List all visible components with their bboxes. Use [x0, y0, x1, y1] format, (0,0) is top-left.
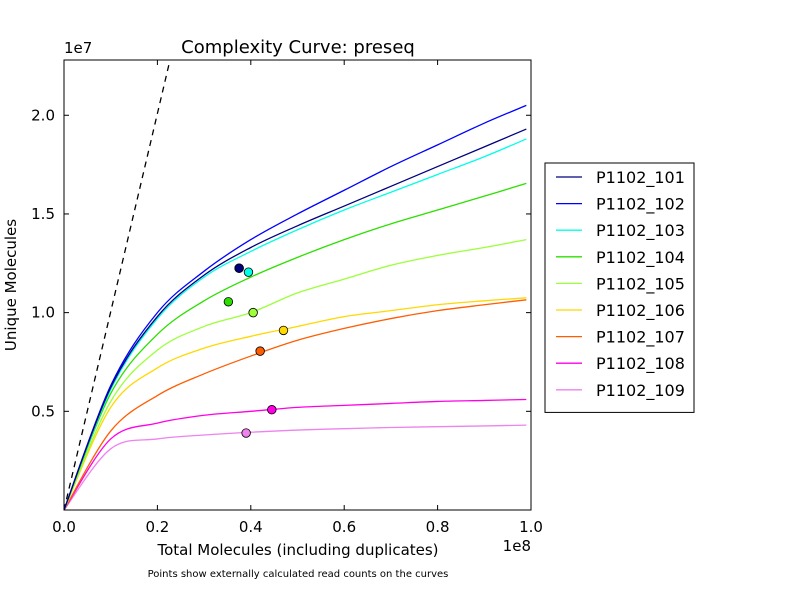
legend-label: P1102_103 — [596, 221, 685, 241]
legend-label: P1102_104 — [596, 248, 685, 268]
series-line-p1102_105 — [64, 238, 527, 510]
footnote: Points show externally calculated read c… — [148, 569, 449, 580]
data-point-p1102_104 — [223, 297, 234, 307]
series-line-p1102_109 — [64, 424, 527, 510]
y-axis-label: Unique Molecules — [2, 219, 20, 351]
legend-label: P1102_106 — [596, 301, 685, 321]
chart-title: Complexity Curve: preseq — [181, 37, 415, 58]
series-line-p1102_107 — [64, 299, 527, 510]
y-tick-label: 1.0 — [31, 304, 55, 322]
series-line-p1102_101 — [64, 128, 527, 510]
data-point-p1102_103 — [243, 267, 254, 277]
y-axis-multiplier: 1e7 — [64, 39, 92, 57]
axis-ticks: 0.0 0.2 0.4 0.6 0.8 1.0 0.5 1.0 1.5 2.0 — [31, 60, 543, 536]
x-tick-label: 1.0 — [519, 518, 543, 536]
x-tick-label: 0.6 — [332, 518, 356, 536]
legend-label: P1102_101 — [596, 168, 685, 188]
legend-label: P1102_108 — [596, 354, 685, 374]
series-line-p1102_102 — [64, 104, 527, 510]
x-tick-label: 0.0 — [52, 518, 76, 536]
series-line-p1102_104 — [64, 182, 527, 510]
series-line-p1102_106 — [64, 297, 527, 510]
series-line-p1102_108 — [64, 398, 527, 510]
data-point-p1102_107 — [255, 346, 265, 356]
x-tick-label: 0.2 — [145, 518, 169, 536]
legend-box — [544, 162, 695, 413]
x-tick-label: 0.8 — [426, 518, 450, 536]
legend-label: P1102_109 — [596, 381, 685, 401]
data-point-p1102_101 — [234, 263, 244, 273]
legend-label: P1102_102 — [596, 195, 685, 215]
series-line-p1102_103 — [64, 138, 527, 510]
data-point-p1102_105 — [248, 307, 258, 318]
reference-line — [64, 60, 171, 510]
legend-label: P1102_105 — [596, 274, 685, 294]
x-tick-label: 0.4 — [239, 518, 263, 536]
data-point-p1102_109 — [241, 428, 251, 438]
x-axis-multiplier: 1e8 — [503, 537, 531, 555]
legend-label: P1102_107 — [596, 328, 685, 348]
legend: P1102_101 P1102_102 P1102_103 P1102_104 P110… — [544, 162, 695, 413]
y-tick-label: 0.5 — [31, 402, 55, 420]
plot-marks — [64, 60, 527, 510]
data-point-p1102_106 — [278, 325, 289, 336]
axes-frame — [63, 59, 532, 511]
data-point-p1102_108 — [267, 405, 277, 415]
x-axis-label: Total Molecules (including duplicates) — [156, 541, 438, 559]
y-tick-label: 1.5 — [31, 205, 55, 223]
y-tick-label: 2.0 — [31, 106, 55, 124]
